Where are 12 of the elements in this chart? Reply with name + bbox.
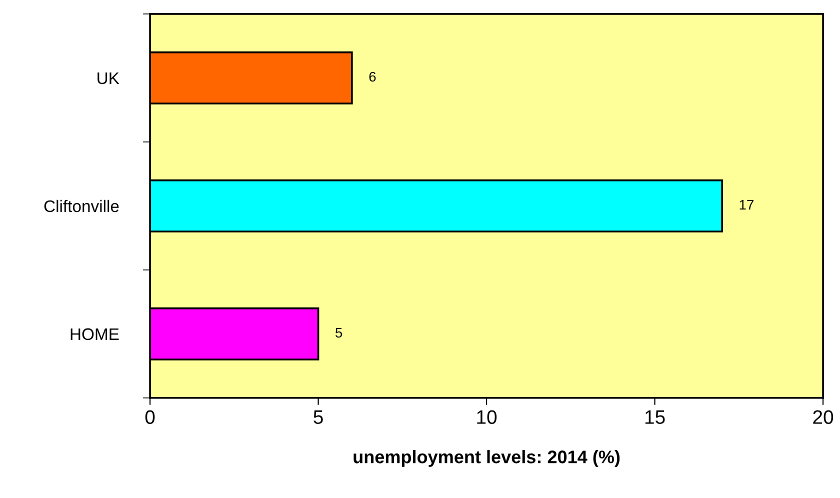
x-tick-label: 5 bbox=[314, 410, 323, 424]
x-tick-label: 0 bbox=[145, 410, 155, 424]
y-tick-label: Cliftonville bbox=[44, 200, 119, 212]
x-axis-title: unemployment levels: 2014 (%) bbox=[354, 450, 620, 467]
data-label: 17 bbox=[740, 200, 754, 210]
y-tick-label: HOME bbox=[70, 328, 119, 340]
x-tick-label: 20 bbox=[813, 410, 834, 424]
data-label: 6 bbox=[369, 72, 376, 82]
data-label: 5 bbox=[336, 328, 342, 338]
y-tick-label: UK bbox=[98, 72, 120, 84]
x-tick-label: 10 bbox=[477, 410, 497, 424]
x-tick-label: 15 bbox=[645, 410, 665, 424]
